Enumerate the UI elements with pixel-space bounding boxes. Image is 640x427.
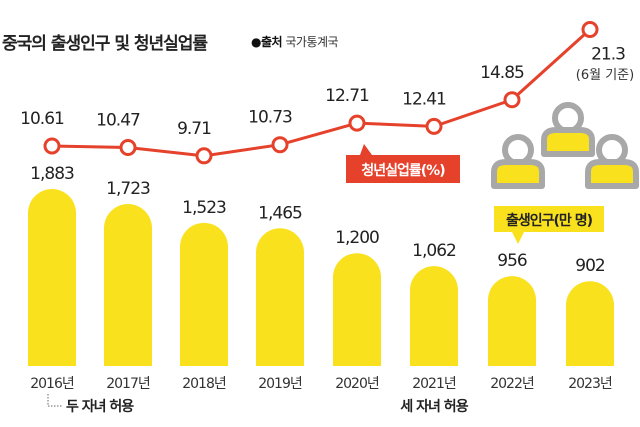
- x-tick-label: 2016년: [30, 376, 74, 392]
- two-child-connector: [47, 394, 62, 407]
- person-body-icon: [491, 159, 545, 189]
- line-point: [581, 20, 599, 38]
- bar-label: 1,523: [182, 198, 226, 218]
- line-label: 10.73: [248, 108, 292, 128]
- bar-2021년: [410, 266, 458, 366]
- person-body-icon: [585, 159, 639, 189]
- chart-source: ●출처 국가통계국: [251, 33, 339, 50]
- x-tick-label: 2020년: [335, 376, 379, 392]
- line-label: 10.61: [20, 109, 64, 129]
- x-tick-label: 2019년: [258, 376, 302, 392]
- bar-label: 1,883: [30, 164, 74, 184]
- two-child-annotation: 두 자녀 허용: [66, 398, 134, 415]
- line-series: [51, 28, 592, 158]
- line-point: [119, 139, 137, 157]
- x-tick-label: 2021년: [412, 376, 456, 392]
- line-point: [425, 117, 443, 135]
- line-label: 9.71: [177, 119, 211, 139]
- line-legend-label: 청년실업률(%): [361, 162, 445, 179]
- line-point: [195, 147, 213, 165]
- person-body-icon: [541, 127, 595, 157]
- line-label: 12.71: [325, 86, 369, 106]
- source-text: 국가통계국: [285, 35, 339, 49]
- bar-2017년: [104, 204, 152, 366]
- line-label: 10.47: [96, 111, 140, 131]
- three-child-annotation: 세 자녀 허용: [400, 398, 468, 415]
- line-point: [271, 136, 289, 154]
- bar-2022년: [488, 276, 536, 366]
- line-point: [348, 114, 366, 132]
- line-point: [503, 91, 521, 109]
- bar-legend-label: 출생인구(만 명): [506, 212, 593, 229]
- bar-label: 1,465: [258, 203, 302, 223]
- bar-label: 1,723: [106, 179, 150, 199]
- x-tick-label: 2017년: [106, 376, 150, 392]
- bar-legend-box: [494, 206, 604, 244]
- bar-label: 902: [575, 256, 605, 276]
- x-tick-label: 2022년: [490, 376, 534, 392]
- line-point: [43, 137, 61, 155]
- x-tick-label: 2018년: [182, 376, 226, 392]
- bar-label: 1,200: [335, 228, 379, 248]
- line-label: 14.85: [480, 63, 524, 83]
- bar-2016년: [28, 188, 76, 366]
- bar-2020년: [333, 253, 381, 366]
- bar-2023년: [566, 281, 614, 366]
- bar-2018년: [180, 222, 228, 366]
- source-label: ●출처: [251, 35, 283, 49]
- chart-title: 중국의 출생인구 및 청년실업률: [2, 34, 208, 54]
- line-legend-box: [346, 144, 460, 183]
- last-point-note: (6월 기준): [576, 68, 634, 83]
- x-tick-label: 2023년: [568, 376, 612, 392]
- bar-label: 956: [497, 251, 527, 271]
- bar-label: 1,062: [412, 241, 456, 261]
- line-label: 21.3: [591, 44, 625, 64]
- bar-2019년: [256, 228, 304, 366]
- line-label: 12.41: [402, 89, 446, 109]
